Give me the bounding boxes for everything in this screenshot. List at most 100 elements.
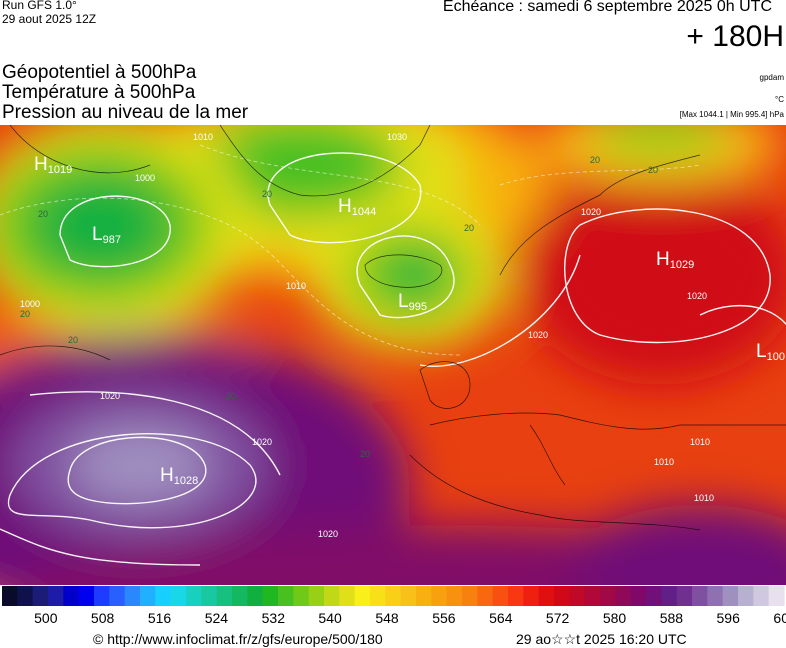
colorbar-cell <box>477 586 494 606</box>
colorbar-tick-label: 500 <box>34 610 58 626</box>
colorbar-cell <box>232 586 248 606</box>
colorbar-tick-label: 548 <box>375 610 399 626</box>
colorbar-cell <box>17 586 34 606</box>
colorbar-cell <box>140 586 156 606</box>
forecast-valid-time: Echéance : samedi 6 septembre 2025 0h UT… <box>442 0 772 15</box>
colorbar-cell <box>155 586 172 606</box>
colorbar-cell <box>753 586 770 606</box>
colorbar-cell <box>523 586 540 606</box>
colorbar-cell <box>48 586 64 606</box>
colorbar-cell <box>109 586 126 606</box>
colorbar-tick-label: 540 <box>318 610 342 626</box>
geopotential-field <box>0 125 786 585</box>
isobar-label: 1010 <box>694 493 714 503</box>
title-temperature: Température à 500hPa <box>2 82 196 103</box>
pressure-center-value: 1019 <box>48 164 72 176</box>
colorbar-tick-label: 532 <box>261 610 285 626</box>
colorbar-cell <box>431 586 448 606</box>
isobar-label: 1020 <box>100 391 120 401</box>
colorbar-cell <box>416 586 432 606</box>
isobar-label: 1020 <box>528 330 548 340</box>
colorbar-cell <box>707 586 724 606</box>
colorbar-tick-label: 564 <box>489 610 513 626</box>
colorbar-cell <box>630 586 647 606</box>
colorbar-cell <box>646 586 662 606</box>
colorbar-cell <box>370 586 386 606</box>
colorbar-tick-label: 572 <box>545 610 570 626</box>
isobar-label: 1010 <box>286 281 306 291</box>
run-date: 29 aout 2025 12Z <box>2 12 97 26</box>
pressure-center-value: 995 <box>409 301 427 313</box>
colorbar-cell <box>508 586 524 606</box>
isobar-label: 1000 <box>20 299 40 309</box>
colorbar-cell <box>2 586 18 606</box>
isotherm-label: 20 <box>590 155 600 165</box>
colorbar-cell <box>615 586 632 606</box>
colorbar-tick-label: 524 <box>204 610 229 626</box>
colorbar-tick-label: 596 <box>716 610 740 626</box>
colorbar-cell <box>94 586 110 606</box>
colorbar <box>2 586 785 606</box>
isotherm-label: 20 <box>262 189 272 199</box>
isobar-label: 1010 <box>193 132 213 142</box>
isotherm-label: 20 <box>360 449 370 459</box>
isotherm-label: 20 <box>648 165 658 175</box>
copyright[interactable]: © http://www.infoclimat.fr/z/gfs/europe/… <box>93 631 383 647</box>
colorbar-cell <box>293 586 310 606</box>
isotherm-label: 20 <box>38 209 48 219</box>
pressure-center-value: 100 <box>767 351 785 363</box>
pressure-center-value: 987 <box>103 234 121 246</box>
colorbar-cell <box>569 586 586 606</box>
colorbar-cell <box>262 586 279 606</box>
isotherm-label: 20 <box>68 335 78 345</box>
colorbar-cell <box>385 586 402 606</box>
colorbar-cell <box>492 586 509 606</box>
colorbar-cell <box>324 586 340 606</box>
pressure-center-value: 1044 <box>352 206 376 218</box>
colorbar-cell <box>692 586 708 606</box>
pressure-center-value: 1028 <box>174 475 198 487</box>
colorbar-tick-label: 588 <box>659 610 684 626</box>
colorbar-cell <box>247 586 264 606</box>
isobars <box>0 152 786 566</box>
colorbar-cell <box>738 586 754 606</box>
colorbar-cell <box>339 586 356 606</box>
pressure-center-value: 1029 <box>670 259 694 271</box>
unit-temperature: °C <box>775 95 784 104</box>
colorbar-cell <box>201 586 218 606</box>
contour-labels: 1010 1030 1000 1000 1020 1010 1020 1020 1020 1020… <box>20 132 714 539</box>
colorbar-cell <box>661 586 678 606</box>
colorbar-cell <box>32 586 49 606</box>
colorbar-cell <box>354 586 371 606</box>
generation-timestamp: 29 ao☆☆t 2025 16:20 UTC <box>516 631 687 647</box>
colorbar-tick-label: 556 <box>432 610 456 626</box>
colorbar-tick-label: 580 <box>602 610 627 626</box>
colorbar-cell <box>124 586 141 606</box>
colorbar-cell <box>584 586 601 606</box>
isotherm-label: 20 <box>226 391 236 401</box>
colorbar-tick-label: 516 <box>147 610 172 626</box>
title-geopotential: Géopotentiel à 500hPa <box>2 62 197 83</box>
isotherm-label: 20 <box>20 309 30 319</box>
colorbar-cell <box>63 586 80 606</box>
colorbar-cell <box>676 586 693 606</box>
coastlines <box>0 125 786 531</box>
colorbar-cell <box>554 586 570 606</box>
isotherm-label: 20 <box>464 223 474 233</box>
isobar-label: 1020 <box>318 529 338 539</box>
colorbar-cell <box>170 586 187 606</box>
colorbar-tick-label: 604 <box>773 610 786 626</box>
unit-geopotential: gpdam <box>759 73 784 82</box>
colorbar-cell <box>768 586 785 606</box>
title-pressure: Pression au niveau de la mer <box>2 102 249 123</box>
colorbar-tick-label: 508 <box>90 610 115 626</box>
colorbar-cell <box>186 586 202 606</box>
colorbar-cell <box>600 586 616 606</box>
isobar-label: 1000 <box>135 173 155 183</box>
colorbar-cell <box>78 586 95 606</box>
isobar-label: 1020 <box>252 437 272 447</box>
isobar-label: 1010 <box>654 457 674 467</box>
run-label: Run GFS 1.0° <box>2 0 77 12</box>
isobar-label: 1020 <box>687 291 707 301</box>
